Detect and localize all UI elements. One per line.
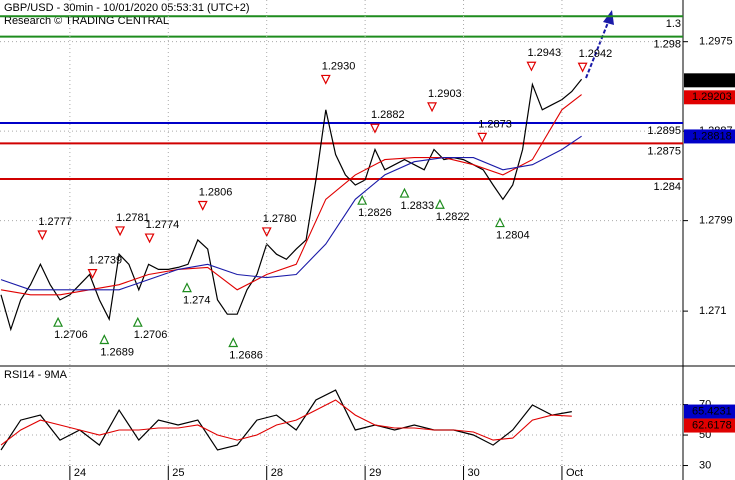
x-tick-label: Oct <box>566 467 583 479</box>
level-label: 1.3 <box>666 18 681 30</box>
chart-title: GBP/USD - 30min - 10/01/2020 05:53:31 (U… <box>4 2 249 14</box>
high-marker <box>37 230 48 241</box>
low-label: 1.2706 <box>54 329 88 341</box>
series-line <box>0 135 582 291</box>
last-value-label: 62.6178 <box>692 419 732 431</box>
level-label: 1.284 <box>653 181 681 193</box>
last-value-box <box>684 418 735 433</box>
low-marker <box>132 316 143 327</box>
last-value-label: 1.29203 <box>692 91 732 103</box>
high-label: 1.2780 <box>263 213 297 225</box>
high-label: 1.2903 <box>428 88 462 100</box>
high-label: 1.2806 <box>199 186 233 198</box>
x-tick-label: 29 <box>369 467 381 479</box>
high-label: 1.2930 <box>322 60 356 72</box>
high-label: 1.2739 <box>89 255 123 267</box>
low-marker <box>357 194 368 205</box>
high-marker <box>320 74 331 85</box>
x-tick-label: 25 <box>172 467 184 479</box>
high-marker <box>477 132 488 143</box>
series-line <box>0 94 582 296</box>
low-label: 1.2833 <box>400 200 434 212</box>
last-value-label: 65.4231 <box>692 405 732 417</box>
last-value-box <box>684 73 735 88</box>
high-marker <box>115 226 126 237</box>
y-tick-label: 30 <box>699 459 711 471</box>
low-label: 1.2804 <box>496 229 530 241</box>
series-line <box>0 399 572 446</box>
low-label: 1.2686 <box>229 349 263 361</box>
level-label: 1.298 <box>653 39 681 51</box>
low-label: 1.2689 <box>100 346 134 358</box>
low-marker <box>434 198 445 209</box>
low-marker <box>99 334 110 345</box>
high-marker <box>427 102 438 113</box>
x-tick-label: 30 <box>468 467 480 479</box>
high-marker <box>197 200 208 211</box>
x-tick-label: 24 <box>74 467 86 479</box>
high-label: 1.2774 <box>146 219 180 231</box>
low-label: 1.2706 <box>134 329 168 341</box>
y-tick-label: 1.2975 <box>699 36 733 48</box>
x-tick-label: 28 <box>271 467 283 479</box>
high-label: 1.2873 <box>478 118 512 130</box>
level-label: 1.2895 <box>647 125 681 137</box>
last-value-box <box>684 90 735 105</box>
last-value-label: 1.2937 <box>692 74 726 86</box>
high-marker <box>144 233 155 244</box>
y-tick-label: 1.271 <box>699 305 727 317</box>
last-value-label: 1.28818 <box>692 130 732 142</box>
low-marker <box>399 187 410 198</box>
low-marker <box>182 282 192 293</box>
low-label: 1.274 <box>183 295 211 307</box>
high-marker <box>369 123 380 134</box>
rsi-title: RSI14 - 9MA <box>4 369 68 381</box>
high-label: 1.2781 <box>116 212 150 224</box>
last-value-box <box>684 129 735 144</box>
high-marker <box>526 61 537 72</box>
y-tick-label: 1.2799 <box>699 215 733 227</box>
high-marker <box>87 269 98 279</box>
low-label: 1.2822 <box>436 211 470 223</box>
high-marker <box>577 62 588 73</box>
low-marker <box>494 217 505 228</box>
level-label: 1.2875 <box>647 145 681 157</box>
low-marker <box>53 316 64 327</box>
last-value-box <box>684 404 735 419</box>
low-label: 1.2826 <box>358 207 392 219</box>
forecast-arrow <box>585 10 614 79</box>
chart-subtitle: Research © TRADING CENTRAL <box>4 15 169 27</box>
low-marker <box>228 337 239 348</box>
high-marker <box>261 227 272 238</box>
series-line <box>0 78 583 332</box>
high-label: 1.2882 <box>371 109 405 121</box>
high-label: 1.2942 <box>579 48 613 60</box>
high-label: 1.2943 <box>527 47 561 59</box>
high-label: 1.2777 <box>38 216 72 228</box>
